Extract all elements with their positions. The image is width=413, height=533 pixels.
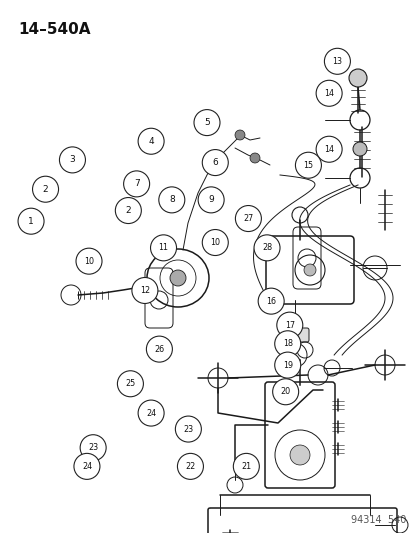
Text: 2: 2	[43, 185, 48, 193]
Text: 11: 11	[158, 244, 168, 252]
Circle shape	[159, 187, 184, 213]
Text: 24: 24	[146, 409, 156, 417]
Text: 12: 12	[140, 286, 150, 295]
Circle shape	[138, 128, 164, 154]
Circle shape	[274, 352, 300, 378]
Text: 25: 25	[125, 379, 135, 388]
Text: 8: 8	[169, 196, 174, 204]
Text: 19: 19	[282, 361, 292, 369]
Circle shape	[138, 400, 164, 426]
Circle shape	[194, 110, 219, 135]
Text: 20: 20	[280, 387, 290, 396]
Text: 27: 27	[243, 214, 253, 223]
Circle shape	[254, 235, 279, 261]
Text: 94314  540: 94314 540	[350, 515, 405, 525]
Circle shape	[235, 130, 244, 140]
Text: 4: 4	[148, 137, 154, 146]
Text: 28: 28	[261, 244, 271, 252]
Circle shape	[132, 278, 157, 303]
Text: 17: 17	[284, 321, 294, 329]
Circle shape	[289, 445, 309, 465]
Circle shape	[74, 454, 100, 479]
Text: 10: 10	[84, 257, 94, 265]
Text: 13: 13	[332, 57, 342, 66]
Text: 7: 7	[133, 180, 139, 188]
Circle shape	[272, 379, 298, 405]
Circle shape	[324, 49, 349, 74]
Text: 3: 3	[69, 156, 75, 164]
Text: 24: 24	[82, 462, 92, 471]
Text: 6: 6	[212, 158, 218, 167]
Circle shape	[235, 206, 261, 231]
Text: 14: 14	[323, 145, 333, 154]
Text: 15: 15	[303, 161, 313, 169]
Circle shape	[175, 416, 201, 442]
Circle shape	[303, 264, 315, 276]
Circle shape	[295, 152, 320, 178]
Circle shape	[258, 288, 283, 314]
Circle shape	[233, 454, 259, 479]
Text: 26: 26	[154, 345, 164, 353]
Text: 21: 21	[241, 462, 251, 471]
Circle shape	[170, 270, 185, 286]
Circle shape	[18, 208, 44, 234]
Circle shape	[33, 176, 58, 202]
Text: 14–540A: 14–540A	[18, 22, 90, 37]
Circle shape	[316, 80, 341, 106]
Text: 14: 14	[323, 89, 333, 98]
Circle shape	[352, 142, 366, 156]
Circle shape	[274, 331, 300, 357]
Text: 1: 1	[28, 217, 34, 225]
Text: 16: 16	[266, 297, 275, 305]
Circle shape	[249, 153, 259, 163]
Circle shape	[117, 371, 143, 397]
Circle shape	[348, 69, 366, 87]
Circle shape	[276, 312, 302, 338]
Circle shape	[202, 150, 228, 175]
Circle shape	[80, 435, 106, 461]
Circle shape	[202, 230, 228, 255]
FancyBboxPatch shape	[280, 328, 308, 342]
Circle shape	[150, 235, 176, 261]
Text: 23: 23	[183, 425, 193, 433]
Circle shape	[123, 171, 149, 197]
Circle shape	[177, 454, 203, 479]
Text: 23: 23	[88, 443, 98, 452]
Circle shape	[59, 147, 85, 173]
Circle shape	[146, 336, 172, 362]
Text: 9: 9	[208, 196, 214, 204]
Text: 22: 22	[185, 462, 195, 471]
Circle shape	[316, 136, 341, 162]
Circle shape	[198, 187, 223, 213]
Text: 10: 10	[210, 238, 220, 247]
Circle shape	[76, 248, 102, 274]
Text: 2: 2	[125, 206, 131, 215]
Circle shape	[115, 198, 141, 223]
Text: 5: 5	[204, 118, 209, 127]
Text: 18: 18	[282, 340, 292, 348]
